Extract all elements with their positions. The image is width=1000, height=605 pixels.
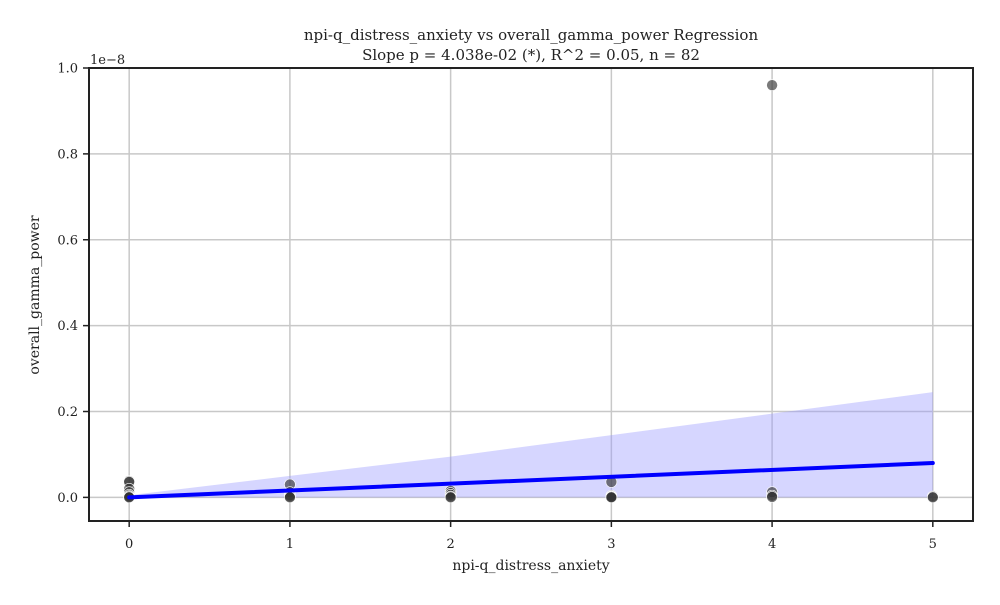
data-point <box>444 491 457 504</box>
x-tick-label: 5 <box>929 537 937 552</box>
data-point <box>605 491 618 504</box>
x-tick-label: 2 <box>446 537 454 552</box>
data-point <box>766 491 778 503</box>
y-tick-label: 0.6 <box>57 233 78 248</box>
y-axis-label: overall_gamma_power <box>27 215 43 374</box>
regression-line-layer <box>127 461 935 500</box>
data-points-layer <box>123 79 939 504</box>
y-offset-label: 1e−8 <box>90 53 125 68</box>
x-tick-label: 3 <box>607 537 615 552</box>
chart-title: npi-q_distress_anxiety vs overall_gamma_… <box>304 26 759 44</box>
data-point <box>766 79 778 91</box>
x-tick-label: 4 <box>768 537 776 552</box>
x-axis-label: npi-q_distress_anxiety <box>452 558 609 574</box>
y-tick-label: 1.0 <box>57 62 78 77</box>
chart-subtitle: Slope p = 4.038e-02 (*), R^2 = 0.05, n =… <box>362 46 700 64</box>
y-tick-label: 0.2 <box>57 405 78 420</box>
y-tick-label: 0.4 <box>57 319 78 334</box>
x-tick-label: 0 <box>125 537 133 552</box>
y-axis-ticks: 0.0 0.2 0.4 0.6 0.8 1.0 <box>57 62 89 506</box>
data-point <box>927 491 939 504</box>
x-tick-label: 1 <box>286 537 294 552</box>
plot-frame <box>88 67 974 522</box>
data-point <box>284 491 296 504</box>
x-axis-ticks: 0 1 2 3 4 5 <box>125 521 937 552</box>
y-tick-label: 0.8 <box>57 147 78 162</box>
regression-line <box>127 461 935 500</box>
y-tick-label: 0.0 <box>57 491 78 506</box>
